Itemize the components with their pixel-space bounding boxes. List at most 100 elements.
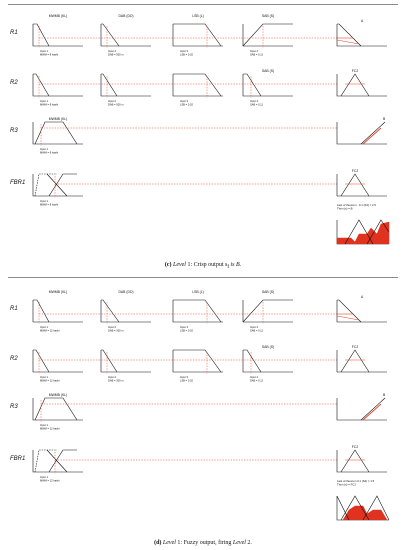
panel-d-r3-out-label: B (383, 393, 386, 397)
caption-c: (c) Level 1: Crisp output sf is B. (0, 262, 406, 270)
panel-d-r2-dab-axes (100, 350, 151, 373)
panel-d-r2-lsb-mf (173, 349, 222, 373)
panel-d-r2-input-1: Input 2 DAB = 300 m (108, 375, 124, 382)
caption-c-sub: f (227, 265, 229, 271)
panel-c-r2-sab-mf (243, 73, 262, 97)
panel-c-r3-input-0: Input 1 MWM = 8 hashi (40, 147, 59, 154)
panel-c-r3-header: MWMB (KL) (49, 117, 67, 121)
panel-d-r1-out-mf (337, 299, 362, 323)
panel-d-r1-sab-mf (242, 299, 293, 323)
panel-c-r3-mwmb-axes (32, 122, 83, 145)
panel-c-r1-out-cut2 (336, 39, 360, 45)
panel-d-r3-out-mf (360, 397, 386, 421)
panel-c-r2-out-label: FC2 (352, 69, 359, 73)
panel-c-row-label-r1: R1 (10, 30, 18, 36)
panel-d-fbr1-out-axes (336, 450, 387, 473)
panel-c-fbr1-out-mf (340, 173, 370, 197)
panel-d-row-label-r2: R2 (10, 356, 18, 362)
caption-c-text: 1: Crisp output s (185, 262, 228, 268)
panel-c-r1-mwmb-axes (32, 24, 83, 47)
panel-c-r2-input-0: Input 1 MWM = 8 hashi (40, 99, 59, 106)
panel-d-row-label-fbr1: FBR1 (10, 456, 25, 462)
panel-d-r1-lsb-mf (173, 299, 222, 323)
panel-c-r2-sab-axes (242, 74, 293, 97)
panel-c-fbr1-mf2 (48, 173, 77, 197)
middle-divider (8, 277, 398, 278)
panel-d-r1-mwmb-mf (33, 299, 50, 323)
panel-c-r1-dab-mf (101, 23, 120, 47)
panel-c-header-1: DAB (DD) (118, 14, 133, 18)
panel-c-header-3: SAB (S) (262, 14, 274, 18)
panel-c-result-text: Last of theorem · 0.1 (S4) = 2.5 Then (s)… (337, 203, 376, 211)
panel-d-r1-input-2: Input 3 LSB = 0.02 (180, 325, 193, 332)
panel-d-fbr1-mf1 (34, 449, 57, 473)
top-divider (8, 4, 398, 5)
panel-d-fbr1-out-mf (340, 449, 370, 473)
panel-c-aggregate-mf1 (344, 219, 374, 245)
panel-d-r2-input-0: Input 1 MWM = 12 hashi (40, 375, 60, 382)
panel-d-header-2: LSB (L) (192, 290, 204, 294)
panel-d-r1-dab-mf (101, 299, 120, 323)
panel-d-header-0: MWMB (KL) (49, 290, 67, 294)
panel-d-r1-input-1: Input 2 DAB = 300 m (108, 325, 124, 332)
panel-c-r1-out-label: A (361, 19, 364, 23)
panel-d-r2-lsb-axes (172, 350, 223, 373)
panel-d-r2-mwmb-axes (32, 350, 83, 373)
panel-c-r1-input-3: Input 4 SAB = 0.11 (250, 49, 264, 56)
panel-d-r1-mwmb-axes (32, 300, 83, 323)
panel-d-r1-input-0: Input 1 MWM = 12 hashi (40, 325, 60, 332)
panel-d-r1-out-label: A (361, 295, 364, 299)
panel-c-r1-input-0: Input 1 MWM = 8 hashi (40, 49, 59, 56)
panel-c-r2-mwmb-axes (32, 74, 83, 97)
panel-c-r2-dab-axes (100, 74, 151, 97)
panel-d-r3-header: MWMB (KL) (49, 393, 67, 397)
panel-c-fbr1-out-axes (336, 174, 387, 197)
panel-d-fbr1-mwmb-axes (32, 450, 83, 473)
panel-c-header-0: MWMB (KL) (49, 14, 67, 18)
panel-d-r3-mwmb-mf (34, 397, 78, 421)
panel-d-r2-dab-mf (101, 349, 118, 373)
panel-c-fbr1-mf3 (46, 173, 68, 197)
panel-c-r3-out-label: B (383, 117, 386, 121)
panel-d-r3-input-0: Input 1 MWM = 12 hashi (40, 423, 60, 430)
panel-c-r1-mwmb-mf (33, 23, 50, 47)
panel-c-r1-out-mf (337, 23, 362, 47)
panel-c-r2-input-2: Input 3 LSB = 0.02 (180, 99, 193, 106)
caption-d-level: Level (162, 540, 176, 546)
panel-c-r1-dab-axes (100, 24, 151, 47)
panel-c-r3-mwmb-mf (34, 121, 78, 145)
panel-d-r2-out-mf (340, 349, 370, 373)
panel-d-r2-sab-mf (243, 349, 262, 373)
panel-c-r2-lsb-axes (172, 74, 223, 97)
caption-d-tail: 2. (245, 540, 252, 546)
caption-d-text: 1: Fuzzy output, firing (175, 540, 233, 546)
panel-c-fbr1-mf1 (34, 173, 57, 197)
panel-d-r1-input-3: Input 4 SAB = 0.11 (250, 325, 264, 332)
panel-c-header-2: LSB (L) (192, 14, 204, 18)
panel-d-result-text: Last of theorem 0.1 (S4) = 1.5 Then (s) =… (337, 479, 375, 487)
panel-d-r2-out-label: FC2 (352, 345, 359, 349)
panel-d-aggregate-mf3 (336, 495, 350, 521)
panel-d-r3-out-axes (336, 398, 387, 421)
panel-d-aggregate-mf2 (362, 495, 390, 521)
panel-c-r1-input-2: Input 3 LSB = 0.02 (180, 49, 193, 56)
panel-d-r1-dab-axes (100, 300, 151, 323)
panel-c-r1-sab-mf (242, 23, 293, 47)
panel-d-header-3: SAB (S) (262, 290, 274, 294)
panel-c-row-label-r3: R3 (10, 128, 18, 134)
panel-c-r1-lsb-axes (172, 24, 223, 47)
panel-d-r2-input-2: Input 3 LSB = 0.02 (180, 375, 193, 382)
panel-d-r2-mwmb-mf (33, 349, 50, 373)
caption-c-level: Level (172, 262, 186, 268)
caption-d-label: (d) (154, 540, 162, 546)
panel-c-r3-out-mf (360, 121, 386, 145)
panel-c-r2-dab-mf (101, 73, 118, 97)
panel-d-r3-mwmb-axes (32, 398, 83, 421)
panel-d-fbr1-out-label: FC2 (352, 445, 359, 449)
panel-c-row-label-fbr1: FBR1 (10, 180, 25, 186)
panel-d-r1-out-cut2 (336, 315, 360, 321)
panel-c-r2-out-axes (336, 74, 387, 97)
panel-d-row-label-r1: R1 (10, 306, 18, 312)
panel-c-r1-sab-axes (242, 24, 293, 47)
